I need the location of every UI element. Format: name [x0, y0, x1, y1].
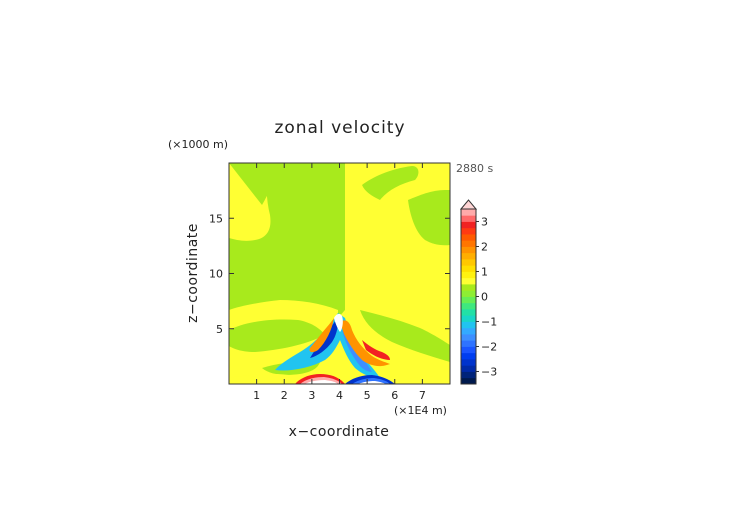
colorbar-extend-triangle	[459, 199, 478, 210]
x-tick-label: 5	[364, 389, 371, 402]
colorbar-swatch	[461, 234, 476, 241]
x-tick-label: 7	[419, 389, 426, 402]
x-axis: 1 2 3 4 5 6 7	[253, 163, 426, 402]
contour-region	[360, 310, 450, 362]
colorbar-tick-label: 2	[481, 241, 488, 254]
colorbar-swatch	[461, 277, 476, 285]
colorbar-swatch	[461, 209, 476, 216]
colorbar-tick-label: 0	[481, 291, 488, 304]
contour-region	[358, 381, 386, 384]
y-axis: 5 10 15	[209, 212, 450, 336]
colorbar-swatch	[461, 271, 476, 279]
colorbar-swatch	[461, 221, 476, 229]
contour-region	[338, 163, 345, 318]
colorbar-swatch	[461, 227, 476, 235]
colorbar-swatch	[461, 321, 476, 329]
x-tick-label: 4	[336, 389, 343, 402]
colorbar-swatch	[461, 290, 476, 297]
colorbar-swatch	[461, 365, 476, 372]
contour-region	[309, 318, 334, 353]
plot-area	[229, 163, 450, 384]
colorbar-swatch	[461, 215, 476, 222]
contour-region	[305, 380, 338, 384]
colorbar-swatch	[461, 302, 476, 310]
colorbar-swatch	[461, 284, 476, 291]
colorbar-swatch	[461, 246, 476, 254]
colorbar-swatch	[461, 309, 476, 316]
x-axis-label: x−coordinate	[289, 424, 390, 440]
colorbar-swatch	[461, 352, 476, 360]
x-tick-label: 6	[391, 389, 398, 402]
colorbar-tick-label: 1	[481, 266, 488, 279]
colorbar-swatch	[461, 371, 476, 379]
colorbar: 3 2 1 0 −1 −2 −3	[459, 199, 497, 385]
colorbar-tick-label: 3	[481, 216, 488, 229]
contour-region	[334, 313, 343, 332]
colorbar-tick-label: −3	[481, 366, 497, 379]
contour-region	[408, 190, 450, 246]
contour-region	[362, 340, 390, 360]
contour-region	[229, 373, 295, 384]
colorbar-swatch	[461, 334, 476, 341]
time-label: 2880 s	[456, 162, 493, 175]
contour-region	[229, 163, 318, 205]
colorbar-swatch	[461, 296, 476, 304]
y-axis-label: z−coordinate	[185, 223, 201, 323]
colorbar-swatch	[461, 327, 476, 335]
colorbar-swatch	[461, 259, 476, 266]
y-tick-label: 5	[216, 323, 223, 336]
contour-region	[340, 320, 390, 367]
colorbar-tick-label: −1	[481, 316, 497, 329]
y-unit-label: (×1000 m)	[168, 138, 228, 151]
x-tick-label: 1	[253, 389, 260, 402]
colorbar-swatch	[461, 346, 476, 354]
colorbar-swatch	[461, 377, 476, 385]
y-tick-label: 15	[209, 212, 223, 225]
chart-title: zonal velocity	[274, 118, 405, 138]
colorbar-tick-label: −2	[481, 341, 497, 354]
contour-region	[229, 319, 325, 352]
colorbar-swatch	[461, 240, 476, 247]
y-tick-label: 10	[209, 268, 223, 281]
x-tick-label: 2	[281, 389, 288, 402]
colorbar-swatch	[461, 265, 476, 272]
colorbar-swatch	[461, 340, 476, 347]
colorbar-swatch	[461, 359, 476, 366]
colorbar-swatch	[461, 315, 476, 322]
x-tick-label: 3	[308, 389, 315, 402]
x-unit-label: (×1E4 m)	[394, 404, 447, 417]
contour-region	[362, 166, 419, 200]
colorbar-swatch	[461, 252, 476, 260]
